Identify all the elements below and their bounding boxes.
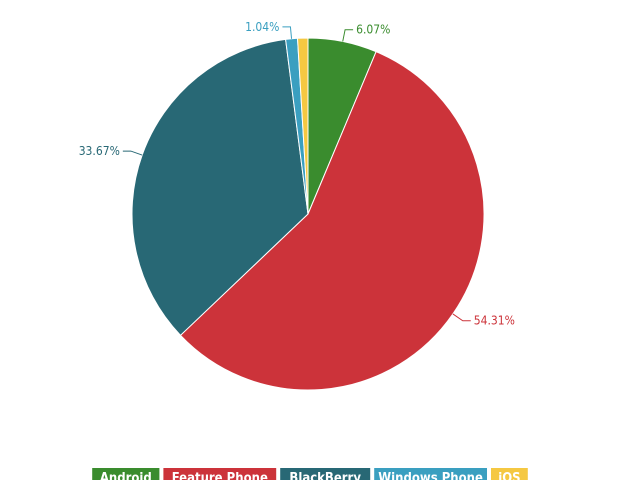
leader-line-blackberry [122,150,143,156]
legend-item-feature-phone[interactable]: Feature Phone [163,468,277,484]
leader-line-windows-phone [282,26,293,39]
legend-label-android: Android [100,471,152,480]
legend-item-ios[interactable]: iOS [491,468,528,484]
legend-label-windows-phone: Windows Phone [378,471,483,480]
legend-item-blackberry[interactable]: BlackBerry [280,468,371,484]
legend-label-feature-phone: Feature Phone [172,471,268,480]
legend-label-ios: iOS [498,471,520,480]
data-label-blackberry: 33.67% [79,144,120,158]
legend-label-blackberry: BlackBerry [289,471,361,480]
data-label-windows-phone: 1.04% [245,20,279,34]
pie-slice-blackberry[interactable] [131,38,309,337]
pie-slice-ios[interactable] [296,37,309,215]
leader-line-feature-phone [452,313,471,322]
legend-item-windows-phone[interactable]: Windows Phone [374,468,487,484]
data-label-feature-phone: 54.31% [474,314,515,328]
leader-line-android [342,29,354,42]
pie-slice-feature-phone[interactable] [179,51,485,391]
legend-item-android[interactable]: Android [92,468,160,484]
data-label-android: 6.07% [356,23,390,37]
